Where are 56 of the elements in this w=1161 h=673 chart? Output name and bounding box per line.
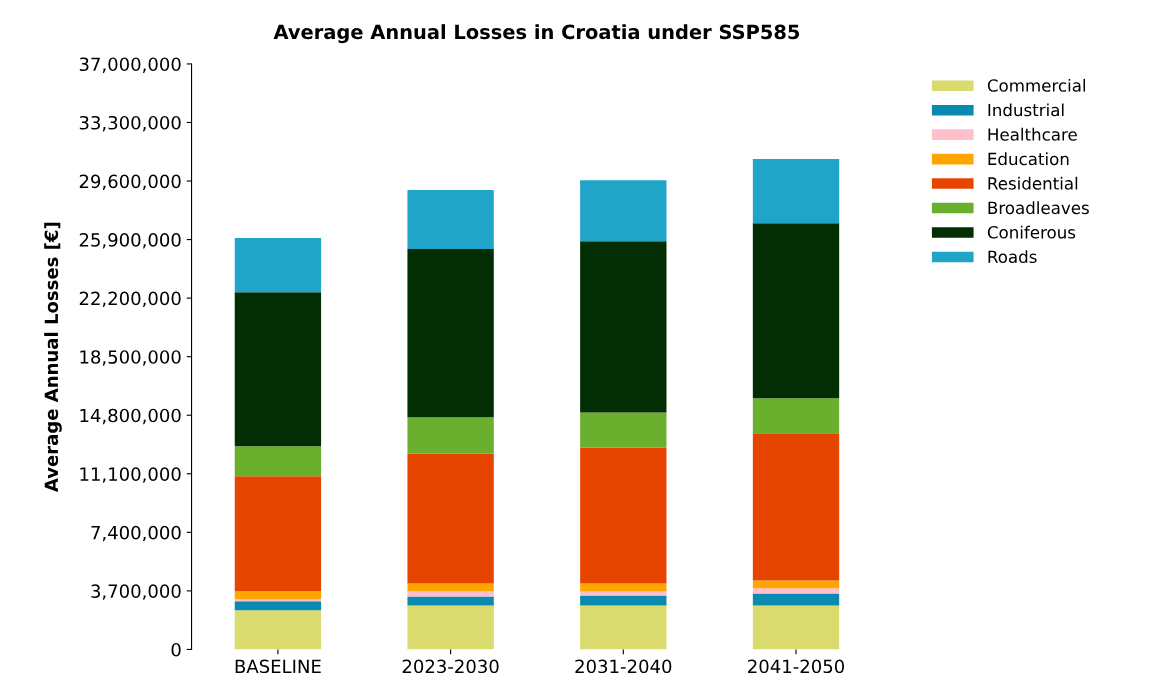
- bar: [234, 238, 322, 293]
- x-tick-label: 2023-2030: [402, 659, 499, 673]
- bar: [752, 159, 840, 224]
- y-tick-label: 18,500,000: [80, 350, 181, 366]
- legend-label: Broadleaves: [988, 201, 1089, 215]
- y-tick-label: 37,000,000: [79, 57, 181, 73]
- bar: [752, 433, 840, 581]
- y-tick-label: 25,900,000: [79, 233, 181, 249]
- legend-label: Education: [988, 152, 1069, 166]
- bar: [234, 476, 322, 592]
- bar: [580, 412, 667, 448]
- chart-title: Average Annual Losses in Croatia under SSP585: [273, 24, 800, 44]
- y-tick-label: 0: [171, 642, 181, 657]
- bar: [580, 583, 667, 592]
- y-tick-label: 7,400,000: [91, 525, 181, 542]
- y-tick-label: 22,200,000: [79, 291, 181, 308]
- y-tick-label: 3,700,000: [91, 584, 181, 600]
- y-tick-label: 14,800,000: [80, 408, 181, 425]
- y-tick-label: 11,100,000: [80, 467, 181, 483]
- bar: [407, 605, 494, 650]
- bar: [234, 601, 322, 611]
- bar: [234, 610, 322, 650]
- bar: [234, 599, 322, 602]
- legend-label: Residential: [988, 176, 1078, 190]
- bar: [752, 223, 840, 399]
- bar: [580, 447, 667, 584]
- bar: [752, 605, 840, 650]
- bar: [752, 398, 840, 434]
- legend-label: Healthcare: [988, 127, 1077, 141]
- bar: [407, 583, 494, 592]
- bar: [407, 453, 494, 584]
- legend-label: Industrial: [988, 103, 1064, 117]
- bar: [407, 249, 494, 418]
- bar: [580, 241, 667, 413]
- x-tick-label: 2041-2050: [748, 659, 845, 673]
- legend-label: Coniferous: [987, 225, 1076, 239]
- bar: [407, 596, 494, 606]
- x-tick-label: BASELINE: [235, 659, 321, 673]
- bar: [234, 591, 322, 600]
- legend-label: Roads: [988, 250, 1037, 264]
- y-tick-label: 29,600,000: [79, 174, 181, 190]
- x-tick-label: 2031-2040: [575, 659, 672, 673]
- bar: [580, 605, 667, 650]
- bar: [234, 446, 322, 477]
- bar: [580, 180, 667, 242]
- bar: [752, 593, 840, 606]
- bar: [407, 190, 494, 250]
- bar: [752, 588, 840, 594]
- legend-label: Commercial: [987, 78, 1086, 92]
- bar: [234, 292, 322, 447]
- y-axis-title: Average Annual Losses [€]: [44, 222, 62, 493]
- bar: [580, 595, 667, 606]
- bar: [752, 580, 840, 589]
- y-tick-label: 33,300,000: [79, 115, 181, 132]
- bar: [407, 591, 494, 597]
- bar: [407, 417, 494, 454]
